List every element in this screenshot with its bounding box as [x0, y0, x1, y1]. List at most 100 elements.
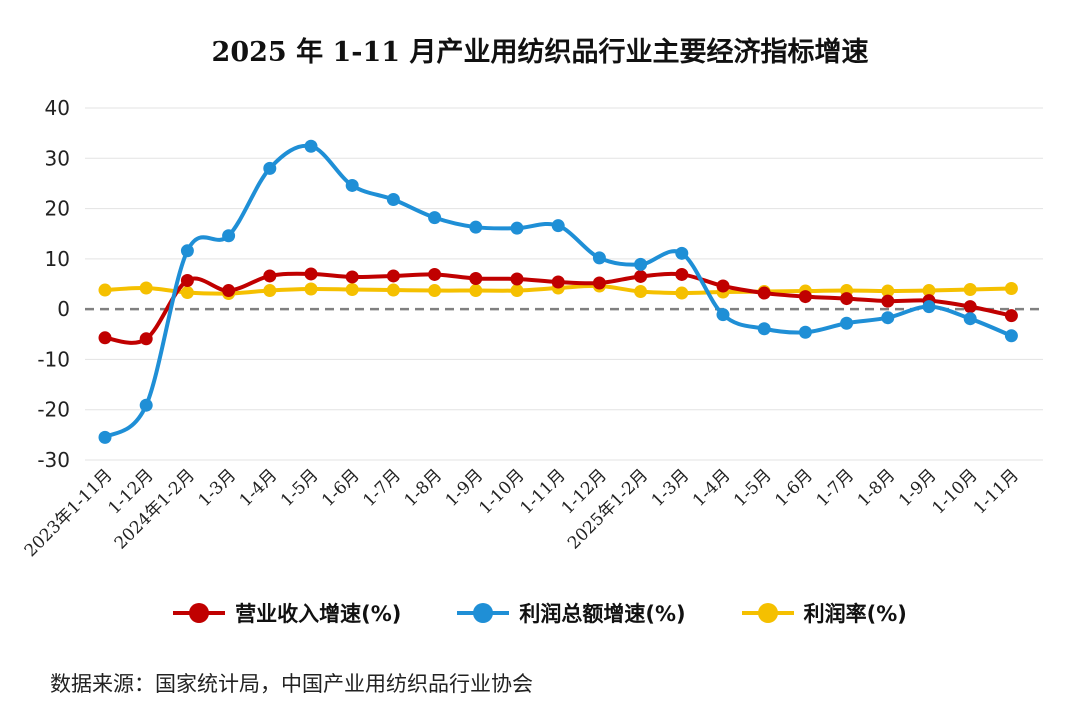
legend-swatch-profit-total	[457, 601, 510, 625]
data-point-profit-total	[98, 430, 112, 444]
y-tick-label: -10	[37, 347, 70, 371]
x-tick-label: 2023年1-11月	[21, 465, 117, 561]
data-point-revenue	[469, 271, 483, 285]
y-tick-label: 40	[45, 96, 70, 120]
y-tick-label: 10	[45, 247, 70, 271]
x-tick-label: 1-10月	[929, 465, 982, 518]
y-tick-label: -20	[37, 398, 70, 422]
legend-label-profit-rate: 利润率(%)	[803, 602, 907, 626]
legend-dot-revenue	[189, 603, 210, 623]
data-point-profit-rate	[263, 284, 277, 298]
data-point-profit-rate	[634, 285, 648, 299]
data-point-profit-total	[263, 161, 277, 175]
data-point-profit-total	[592, 251, 606, 265]
series-profit-total	[98, 139, 1018, 444]
data-point-revenue	[716, 279, 730, 293]
data-point-profit-rate	[98, 283, 112, 297]
data-point-profit-total	[428, 211, 442, 225]
y-tick-label: 20	[45, 197, 70, 221]
data-point-profit-rate	[139, 281, 153, 295]
series-lines	[98, 139, 1018, 444]
data-point-profit-rate	[510, 284, 524, 298]
data-point-revenue	[428, 267, 442, 281]
data-point-profit-total	[840, 316, 854, 330]
data-point-revenue	[139, 332, 153, 346]
data-point-profit-total	[716, 308, 730, 322]
x-tick-label: 1-8月	[401, 465, 447, 511]
data-point-revenue	[386, 269, 400, 283]
data-point-revenue	[180, 273, 194, 287]
legend-item-revenue: 营业收入增速(%)	[173, 598, 401, 628]
legend-label-profit-total: 利润总额增速(%)	[519, 602, 686, 626]
legend: 营业收入增速(%) 利润总额增速(%) 利润率(%)	[0, 598, 1080, 628]
data-point-revenue	[881, 294, 895, 308]
x-tick-label: 1-10月	[475, 465, 528, 518]
chart-title: 2025 年 1-11 月产业用纺织品行业主要经济指标增速	[211, 37, 869, 68]
legend-swatch-revenue	[173, 601, 226, 625]
x-tick-label: 1-5月	[277, 465, 323, 511]
data-point-profit-rate	[675, 286, 689, 300]
y-axis-tick-labels: 40 30 20 10 0 -10 -20 -30	[37, 96, 70, 472]
data-point-revenue	[840, 292, 854, 306]
data-point-profit-total	[180, 244, 194, 258]
legend-item-profit-rate: 利润率(%)	[741, 598, 907, 628]
data-point-profit-total	[222, 229, 236, 243]
data-point-profit-rate	[963, 283, 977, 297]
x-tick-label: 1-7月	[359, 465, 405, 511]
data-point-revenue	[757, 286, 771, 300]
data-point-profit-total	[922, 300, 936, 314]
data-point-revenue	[634, 269, 648, 283]
data-point-profit-rate	[428, 284, 442, 298]
data-source-note: 数据来源：国家统计局，中国产业用纺织品行业协会	[50, 672, 533, 696]
legend-dot-profit-rate	[757, 603, 778, 623]
data-point-profit-rate	[469, 284, 483, 298]
data-point-profit-total	[469, 220, 483, 234]
legend-dot-profit-total	[473, 603, 494, 623]
data-point-profit-total	[510, 221, 524, 235]
x-tick-label: 1-8月	[854, 465, 900, 511]
data-point-revenue	[675, 267, 689, 281]
data-point-revenue	[222, 284, 236, 298]
x-tick-label: 1-3月	[195, 465, 241, 511]
data-point-revenue	[98, 331, 112, 345]
data-point-revenue	[963, 300, 977, 314]
data-point-profit-rate	[345, 283, 359, 297]
data-point-profit-rate	[881, 284, 895, 298]
data-point-revenue	[345, 270, 359, 284]
data-point-profit-total	[139, 398, 153, 412]
x-tick-label: 1-4月	[236, 465, 282, 511]
x-tick-label: 1-6月	[771, 465, 817, 511]
data-point-profit-total	[963, 312, 977, 326]
data-point-profit-total	[881, 311, 895, 325]
data-point-profit-total	[798, 325, 812, 339]
data-point-revenue	[304, 267, 318, 281]
data-point-profit-total	[304, 139, 318, 153]
data-point-profit-rate	[180, 286, 194, 300]
y-tick-label: -30	[37, 448, 70, 472]
x-tick-label: 1-5月	[730, 465, 776, 511]
data-point-profit-total	[757, 322, 771, 336]
data-point-revenue	[592, 276, 606, 290]
data-point-profit-total	[345, 178, 359, 192]
data-point-profit-total	[1004, 329, 1018, 343]
legend-item-profit-total: 利润总额增速(%)	[457, 598, 686, 628]
data-point-profit-total	[634, 257, 648, 271]
data-point-revenue	[510, 272, 524, 286]
y-tick-label: 0	[57, 297, 70, 321]
y-tick-label: 30	[45, 146, 70, 170]
data-point-profit-rate	[386, 283, 400, 297]
x-tick-label: 1-11月	[970, 465, 1023, 518]
data-point-profit-rate	[1004, 282, 1018, 296]
series-revenue	[98, 267, 1018, 346]
legend-swatch-profit-rate	[741, 601, 794, 625]
data-point-revenue	[263, 269, 277, 283]
data-point-revenue	[551, 275, 565, 289]
data-point-profit-total	[675, 246, 689, 260]
data-point-profit-total	[386, 193, 400, 207]
data-point-profit-rate	[922, 284, 936, 298]
x-tick-label: 1-6月	[318, 465, 364, 511]
legend-label-revenue: 营业收入增速(%)	[235, 602, 402, 626]
data-point-profit-total	[551, 219, 565, 233]
x-tick-label: 1-4月	[689, 465, 735, 511]
